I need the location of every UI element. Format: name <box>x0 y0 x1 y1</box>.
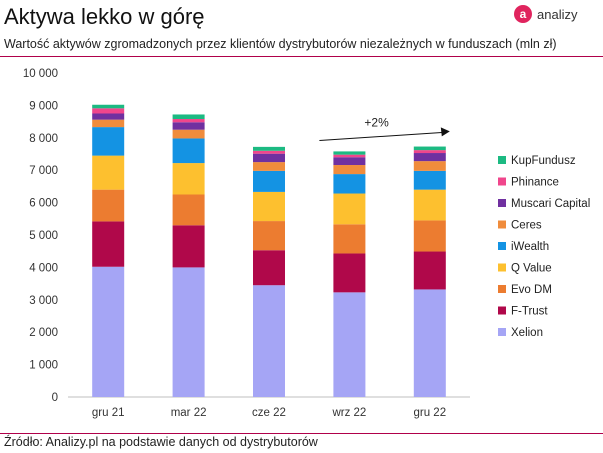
x-tick-label: gru 22 <box>413 407 446 419</box>
analizy-logo-icon: a <box>514 5 532 23</box>
legend-swatch-xelion <box>498 328 506 336</box>
legend-swatch-evo-dm <box>498 285 506 293</box>
legend-label: Evo DM <box>511 284 552 296</box>
bar-segment-evo-dm <box>172 194 205 226</box>
legend-label: Phinance <box>511 177 559 189</box>
bar-segment-ceres <box>333 165 366 175</box>
y-tick-label: 0 <box>52 392 58 404</box>
bar-segment-ceres <box>92 119 125 128</box>
source-note: Źródło: Analizy.pl na podstawie danych o… <box>4 435 318 449</box>
bar-segment-xelion <box>253 285 285 397</box>
y-tick-label: 8 000 <box>29 133 58 145</box>
bar-segment-q-value <box>92 155 125 190</box>
legend-label: Ceres <box>511 220 542 232</box>
y-tick-label: 5 000 <box>29 230 58 242</box>
legend-swatch-kupfundusz <box>498 156 506 164</box>
annotation-label: +2% <box>364 116 389 130</box>
bar-segment-iwealth <box>333 174 366 194</box>
legend-swatch-f-trust <box>498 306 506 315</box>
y-tick-label: 1 000 <box>29 360 58 372</box>
bar-segment-evo-dm <box>413 220 446 252</box>
legend-label: Q Value <box>511 263 552 275</box>
legend-swatch-ceres <box>498 220 506 229</box>
legend-label: KupFundusz <box>511 155 576 167</box>
bar-segment-kupfundusz <box>92 104 125 109</box>
bar-segment-kupfundusz <box>413 146 446 151</box>
page-title: Aktywa lekko w górę <box>4 4 205 29</box>
bar-segment-muscari-capital <box>333 157 366 166</box>
bar-segment-iwealth <box>172 138 205 164</box>
annotation-arrow <box>319 131 444 142</box>
bar-segment-phinance <box>253 150 285 154</box>
bar-segment-evo-dm <box>333 224 366 254</box>
legend-label: Muscari Capital <box>511 198 590 210</box>
bar-segment-xelion <box>92 266 125 397</box>
bar-segment-kupfundusz <box>253 146 285 151</box>
bar-segment-phinance <box>413 150 446 154</box>
bar-segment-muscari-capital <box>413 153 446 162</box>
bar-segment-phinance <box>92 108 125 114</box>
bar-segment-f-trust <box>253 250 285 286</box>
legend-swatch-q-value <box>498 263 506 272</box>
legend-label: Xelion <box>511 327 543 339</box>
annotation-arrow-head <box>440 127 450 137</box>
bar-segment-ceres <box>172 129 205 139</box>
bottom-divider <box>0 433 603 434</box>
y-tick-label: 7 000 <box>29 165 58 177</box>
bar-segment-evo-dm <box>92 189 125 222</box>
bar-segment-xelion <box>333 292 366 397</box>
bar-segment-phinance <box>333 154 366 158</box>
bar-segment-q-value <box>253 191 285 222</box>
x-tick-label: gru 21 <box>92 407 125 419</box>
chart-subtitle: Wartość aktywów zgromadzonych przez klie… <box>4 37 557 51</box>
bar-segment-muscari-capital <box>172 122 205 130</box>
legend-swatch-muscari-capital <box>498 199 506 207</box>
y-tick-label: 2 000 <box>29 327 58 339</box>
bar-segment-q-value <box>172 163 205 195</box>
x-tick-label: cze 22 <box>252 407 286 419</box>
top-divider <box>0 56 603 57</box>
x-tick-label: mar 22 <box>171 407 207 419</box>
y-tick-label: 9 000 <box>29 100 58 112</box>
y-tick-label: 10 000 <box>23 68 58 80</box>
bar-segment-kupfundusz <box>333 151 366 155</box>
bar-segment-muscari-capital <box>253 153 285 163</box>
bar-segment-xelion <box>172 267 205 397</box>
bar-segment-q-value <box>413 189 446 221</box>
bar-segment-ceres <box>413 161 446 171</box>
legend-label: F-Trust <box>511 306 548 318</box>
analizy-logo[interactable]: a analizy <box>514 5 577 23</box>
stacked-bar-chart: 0 1 000 2 000 3 000 4 000 5 000 6 000 7 000 8 00… <box>23 68 590 419</box>
bar-segment-iwealth <box>92 127 125 156</box>
bar-segment-evo-dm <box>253 221 285 251</box>
legend-label: iWealth <box>511 241 549 253</box>
x-tick-label: wrz 22 <box>331 407 366 419</box>
y-tick-label: 4 000 <box>29 262 58 274</box>
analizy-logo-text: analizy <box>537 6 578 22</box>
bar-segment-xelion <box>413 289 446 397</box>
bar-segment-iwealth <box>253 170 285 192</box>
bar-segment-f-trust <box>413 251 446 290</box>
bar-segment-phinance <box>172 119 205 123</box>
bar-segment-f-trust <box>92 221 125 267</box>
bar-segment-q-value <box>333 193 366 225</box>
bar-segment-kupfundusz <box>172 114 205 120</box>
legend-swatch-phinance <box>498 177 506 186</box>
bar-segment-ceres <box>253 162 285 171</box>
bar-segment-f-trust <box>172 225 205 268</box>
y-tick-label: 3 000 <box>29 295 58 307</box>
y-tick-label: 6 000 <box>29 198 58 210</box>
legend-swatch-iwealth <box>498 242 506 250</box>
bar-segment-f-trust <box>333 253 366 293</box>
bar-segment-iwealth <box>413 170 446 190</box>
bar-segment-muscari-capital <box>92 113 125 120</box>
